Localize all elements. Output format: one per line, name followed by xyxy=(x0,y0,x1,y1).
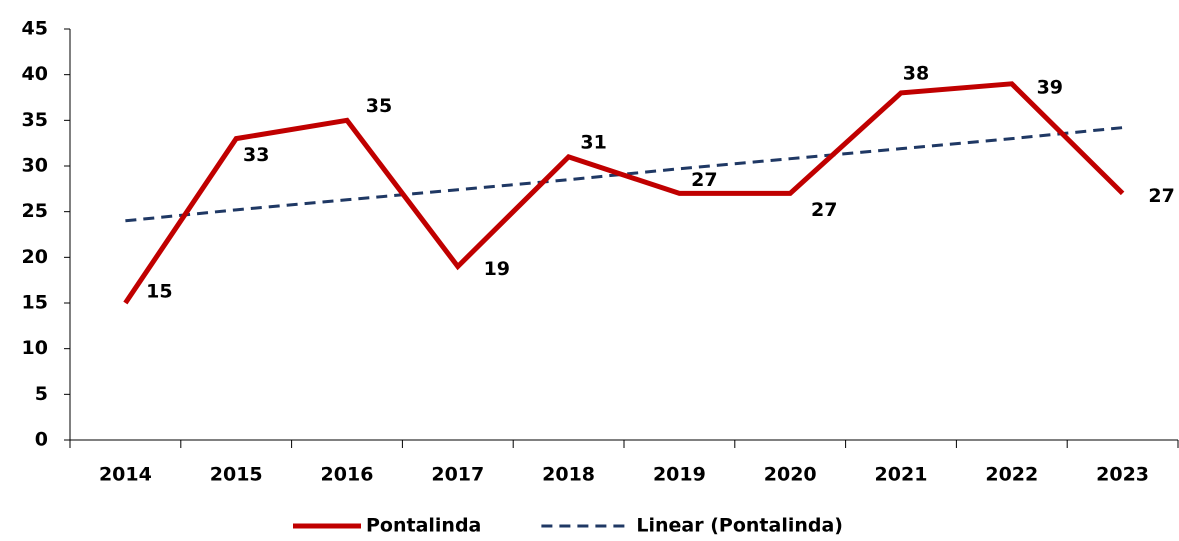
y-tick-label: 40 xyxy=(22,63,48,85)
x-tick-label: 2015 xyxy=(210,464,263,486)
x-tick-label: 2020 xyxy=(764,464,817,486)
x-tick-label: 2014 xyxy=(99,464,152,486)
trend-line xyxy=(125,126,1123,223)
data-label: 35 xyxy=(366,95,392,117)
data-label: 27 xyxy=(1148,185,1174,207)
data-label: 39 xyxy=(1037,76,1063,98)
series-line xyxy=(123,81,1125,305)
y-tick-label: 35 xyxy=(22,109,48,131)
y-tick-label: 0 xyxy=(35,429,48,451)
data-label: 27 xyxy=(811,199,837,221)
x-tick-label: 2023 xyxy=(1096,464,1149,486)
legend-label: Pontalinda xyxy=(366,515,481,537)
x-tick-label: 2019 xyxy=(653,464,706,486)
x-tick-label: 2018 xyxy=(542,464,595,486)
x-tick-label: 2021 xyxy=(875,464,928,486)
data-label: 19 xyxy=(484,258,510,280)
x-tick-label: 2017 xyxy=(431,464,484,486)
y-tick-label: 25 xyxy=(22,200,48,222)
data-label: 15 xyxy=(146,281,172,303)
data-label: 27 xyxy=(691,169,717,191)
y-tick-label: 15 xyxy=(22,292,48,314)
data-label: 31 xyxy=(580,131,606,153)
x-tick-label: 2016 xyxy=(321,464,374,486)
y-tick-label: 30 xyxy=(22,155,48,177)
data-label: 38 xyxy=(903,62,929,84)
y-tick-label: 45 xyxy=(22,18,48,40)
data-label: 33 xyxy=(243,144,269,166)
y-tick-label: 20 xyxy=(22,246,48,268)
y-tick-label: 5 xyxy=(35,383,48,405)
x-tick-label: 2022 xyxy=(985,464,1038,486)
y-tick-label: 10 xyxy=(22,337,48,359)
legend-label: Linear (Pontalinda) xyxy=(636,515,843,537)
